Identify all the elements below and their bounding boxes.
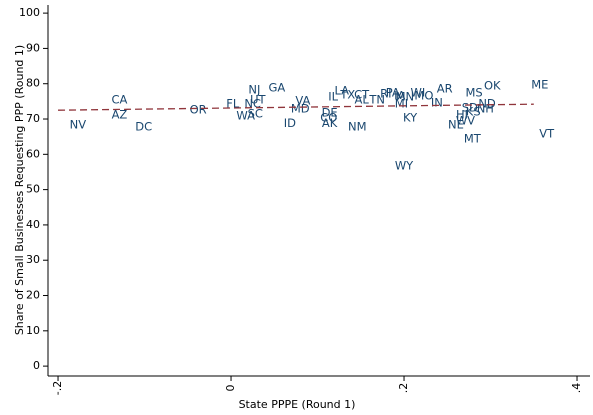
state-point: KY	[403, 110, 418, 124]
state-point: HI	[456, 108, 468, 122]
state-point: ND	[478, 97, 496, 111]
state-point: DC	[135, 120, 152, 134]
state-point: OR	[190, 103, 207, 117]
state-point: CA	[111, 92, 127, 106]
y-axis-title: Share of Small Businesses Requesting PPP…	[13, 45, 26, 335]
state-point: TN	[368, 92, 385, 106]
y-tick-label: 40	[26, 218, 40, 231]
state-point: WA	[236, 109, 255, 123]
state-point: DE	[322, 106, 338, 120]
state-point: MI	[395, 97, 408, 111]
state-point: WY	[395, 158, 414, 172]
y-tick-label: 50	[26, 183, 40, 196]
y-tick-label: 10	[26, 324, 40, 337]
state-point: WV	[456, 114, 475, 128]
y-tick-label: 60	[26, 147, 40, 160]
state-point: SC	[248, 107, 263, 121]
state-point: TX	[339, 88, 355, 102]
state-point: NJ	[248, 83, 260, 97]
state-point: NV	[70, 118, 87, 132]
y-tick-label: 80	[26, 77, 40, 90]
y-tick-label: 70	[26, 112, 40, 125]
y-tick-label: 20	[26, 289, 40, 302]
state-point: MT	[464, 132, 482, 146]
state-point: AK	[322, 116, 338, 130]
state-point: MN	[396, 90, 415, 104]
x-tick-label: .2	[397, 383, 410, 394]
state-point: SD	[462, 101, 478, 115]
state-point: KS	[466, 104, 481, 118]
y-tick-label: 100	[19, 6, 40, 19]
x-axis-title: State PPPE (Round 1)	[239, 398, 356, 411]
state-point: RI	[380, 86, 391, 100]
state-point: AR	[437, 82, 453, 96]
state-point: CO	[320, 110, 337, 124]
state-point: IA	[394, 89, 405, 103]
state-point: NE	[448, 118, 464, 132]
fit-line	[58, 103, 534, 111]
state-point: VT	[539, 127, 555, 141]
state-point: PA	[386, 86, 400, 100]
y-tick-label: 30	[26, 253, 40, 266]
state-point: FL	[226, 97, 240, 111]
state-point: IN	[431, 96, 443, 110]
x-tick-label: -.2	[51, 381, 64, 395]
x-tick-label: .4	[570, 383, 583, 394]
state-point: GA	[268, 80, 285, 94]
state-point: NM	[348, 120, 367, 134]
state-point: CT	[354, 88, 370, 102]
state-point: AZ	[112, 108, 128, 122]
state-point: VA	[295, 94, 310, 108]
state-point: UT	[250, 92, 266, 106]
y-tick-label: 0	[33, 359, 40, 372]
state-point: MD	[291, 102, 310, 116]
state-point: WI	[410, 86, 425, 100]
state-point: ID	[284, 116, 296, 130]
state-point: IL	[328, 90, 338, 104]
state-point: ME	[531, 78, 548, 92]
x-tick-label: 0	[224, 385, 237, 392]
state-point: OK	[484, 79, 501, 93]
state-point: MO	[414, 89, 433, 103]
state-point: LA	[334, 84, 349, 98]
state-point: MS	[465, 86, 482, 100]
y-tick-label: 90	[26, 41, 40, 54]
state-point: AL	[355, 92, 370, 106]
